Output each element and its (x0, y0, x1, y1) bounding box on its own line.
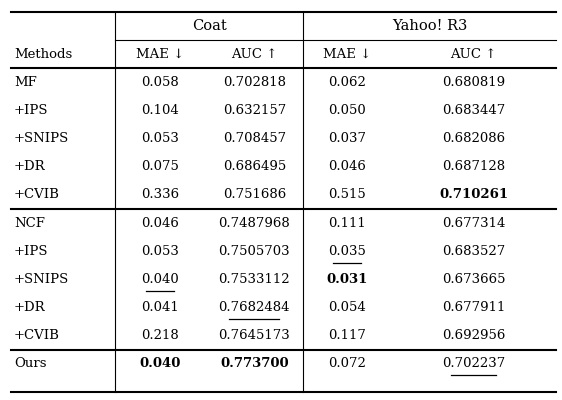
Text: Methods: Methods (14, 48, 72, 61)
Text: +IPS: +IPS (14, 104, 48, 117)
Text: +CVIB: +CVIB (14, 329, 60, 342)
Text: 0.053: 0.053 (141, 245, 179, 258)
Text: 0.677314: 0.677314 (442, 217, 505, 230)
Text: 0.680819: 0.680819 (442, 76, 505, 89)
Text: 0.040: 0.040 (141, 273, 179, 286)
Text: 0.218: 0.218 (141, 329, 179, 342)
Text: 0.058: 0.058 (141, 76, 179, 89)
Text: Coat: Coat (192, 19, 226, 33)
Text: 0.117: 0.117 (328, 329, 366, 342)
Text: 0.7505703: 0.7505703 (219, 245, 290, 258)
Text: 0.773700: 0.773700 (220, 357, 289, 370)
Text: 0.687128: 0.687128 (442, 160, 505, 173)
Text: 0.041: 0.041 (141, 301, 179, 314)
Text: 0.054: 0.054 (328, 301, 366, 314)
Text: MAE ↓: MAE ↓ (323, 48, 371, 61)
Text: 0.104: 0.104 (141, 104, 179, 117)
Text: 0.075: 0.075 (141, 160, 179, 173)
Text: 0.046: 0.046 (141, 217, 179, 230)
Text: 0.035: 0.035 (328, 245, 366, 258)
Text: 0.673665: 0.673665 (442, 273, 505, 286)
Text: +DR: +DR (14, 160, 46, 173)
Text: Ours: Ours (14, 357, 47, 370)
Text: 0.708457: 0.708457 (223, 132, 286, 145)
Text: 0.111: 0.111 (328, 217, 366, 230)
Text: 0.062: 0.062 (328, 76, 366, 89)
Text: 0.682086: 0.682086 (442, 132, 505, 145)
Text: AUC ↑: AUC ↑ (231, 48, 278, 61)
Text: +SNIPS: +SNIPS (14, 132, 69, 145)
Text: 0.751686: 0.751686 (223, 188, 286, 202)
Text: 0.7645173: 0.7645173 (219, 329, 290, 342)
Text: 0.683527: 0.683527 (442, 245, 505, 258)
Text: 0.7487968: 0.7487968 (219, 217, 290, 230)
Text: 0.683447: 0.683447 (442, 104, 505, 117)
Text: 0.072: 0.072 (328, 357, 366, 370)
Text: 0.702818: 0.702818 (223, 76, 286, 89)
Text: 0.686495: 0.686495 (223, 160, 286, 173)
Text: 0.336: 0.336 (141, 188, 179, 202)
Text: 0.046: 0.046 (328, 160, 366, 173)
Text: 0.632157: 0.632157 (223, 104, 286, 117)
Text: 0.053: 0.053 (141, 132, 179, 145)
Text: +SNIPS: +SNIPS (14, 273, 69, 286)
Text: +CVIB: +CVIB (14, 188, 60, 202)
Text: 0.692956: 0.692956 (442, 329, 505, 342)
Text: 0.677911: 0.677911 (442, 301, 505, 314)
Text: MF: MF (14, 76, 37, 89)
Text: 0.7533112: 0.7533112 (219, 273, 290, 286)
Text: 0.710261: 0.710261 (439, 188, 508, 202)
Text: AUC ↑: AUC ↑ (450, 48, 497, 61)
Text: 0.702237: 0.702237 (442, 357, 505, 370)
Text: 0.050: 0.050 (328, 104, 366, 117)
Text: +IPS: +IPS (14, 245, 48, 258)
Text: NCF: NCF (14, 217, 45, 230)
Text: 0.040: 0.040 (139, 357, 181, 370)
Text: Yahoo! R3: Yahoo! R3 (392, 19, 468, 33)
Text: +DR: +DR (14, 301, 46, 314)
Text: 0.031: 0.031 (327, 273, 368, 286)
Text: 0.515: 0.515 (328, 188, 366, 202)
Text: MAE ↓: MAE ↓ (136, 48, 184, 61)
Text: 0.037: 0.037 (328, 132, 366, 145)
Text: 0.7682484: 0.7682484 (219, 301, 290, 314)
